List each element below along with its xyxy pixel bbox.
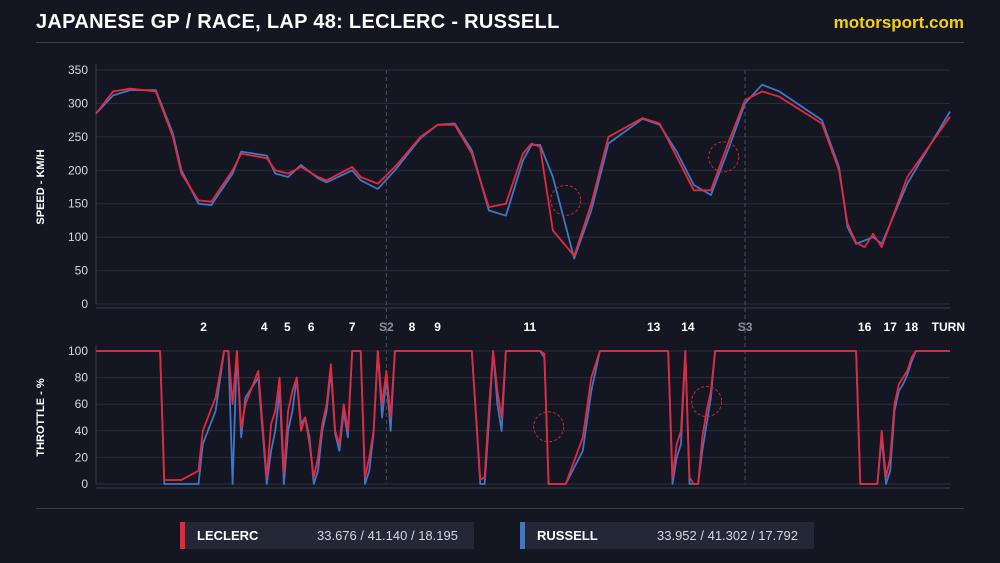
- page-title: JAPANESE GP / RACE, LAP 48: LECLERC - RU…: [36, 11, 560, 33]
- speed-ytick-label: 300: [68, 96, 88, 110]
- legend-leclerc-times: 33.676 / 41.140 / 18.195: [317, 528, 458, 543]
- turn-label: 7: [349, 320, 356, 334]
- throttle-series-russell: [96, 350, 950, 485]
- speed-ytick-label: 100: [68, 230, 88, 244]
- throttle-ytick-label: 20: [75, 450, 89, 464]
- speed-ytick-label: 200: [68, 163, 88, 177]
- speed-ytick-label: 350: [68, 63, 88, 77]
- speed-ytick-label: 0: [81, 297, 88, 311]
- speed-axis-title: SPEED - KM/H: [35, 149, 47, 224]
- turn-label: 18: [905, 320, 919, 334]
- turn-label: S3: [738, 320, 753, 334]
- legend-russell-swatch: [520, 522, 525, 549]
- legend-russell-name: RUSSELL: [537, 528, 598, 543]
- throttle-ytick-label: 100: [68, 344, 88, 358]
- throttle-ytick-label: 80: [75, 371, 89, 385]
- turn-label: 9: [434, 320, 441, 334]
- throttle-ytick-label: 40: [75, 424, 89, 438]
- speed-series-leclerc: [95, 87, 951, 257]
- throttle-ytick-label: 0: [81, 477, 88, 491]
- throttle-ytick-label: 60: [75, 397, 89, 411]
- throttle-panel: 0 20 40 60 80 100 THROTTLE - %: [35, 344, 950, 491]
- speed-series-russell: [95, 83, 951, 260]
- speed-ytick-label: 150: [68, 197, 88, 211]
- legend-russell: RUSSELL 33.952 / 41.302 / 17.792: [520, 522, 814, 549]
- highlight-circle: [708, 141, 740, 173]
- turn-label: 4: [261, 320, 268, 334]
- highlight-circle: [691, 386, 723, 418]
- throttle-series-leclerc: [96, 350, 950, 485]
- turn-label: 14: [681, 320, 695, 334]
- speed-ytick-label: 250: [68, 130, 88, 144]
- legend-leclerc-name: LECLERC: [197, 528, 259, 543]
- turn-axis-label: TURN: [932, 320, 965, 334]
- turn-label: 5: [284, 320, 291, 334]
- turn-label: 8: [409, 320, 416, 334]
- turn-label: 13: [647, 320, 661, 334]
- turn-label: 17: [884, 320, 898, 334]
- turn-label: 6: [308, 320, 315, 334]
- turn-axis: 2 4 5 6 7 S2 8 9 11 13 14 S3 16 17 18 TURN: [200, 70, 965, 484]
- legend-leclerc: LECLERC 33.676 / 41.140 / 18.195: [180, 522, 474, 549]
- speed-ytick-label: 50: [75, 264, 89, 278]
- footer-divider: [36, 508, 964, 509]
- legend-leclerc-swatch: [180, 522, 185, 549]
- highlight-circle: [550, 184, 582, 216]
- speed-panel: 0 50 100 150 200 250 300 350 SPEED - KM/H: [35, 63, 951, 311]
- legend-russell-times: 33.952 / 41.302 / 17.792: [657, 528, 798, 543]
- header-divider: [36, 42, 964, 43]
- turn-label: 16: [858, 320, 872, 334]
- turn-label: S2: [379, 320, 394, 334]
- turn-label: 11: [523, 320, 536, 334]
- turn-label: 2: [200, 320, 207, 334]
- highlight-circles: [533, 141, 740, 443]
- throttle-axis-title: THROTTLE - %: [35, 378, 47, 456]
- brand-logo: motorsport.com: [833, 13, 964, 32]
- highlight-circle: [533, 411, 565, 443]
